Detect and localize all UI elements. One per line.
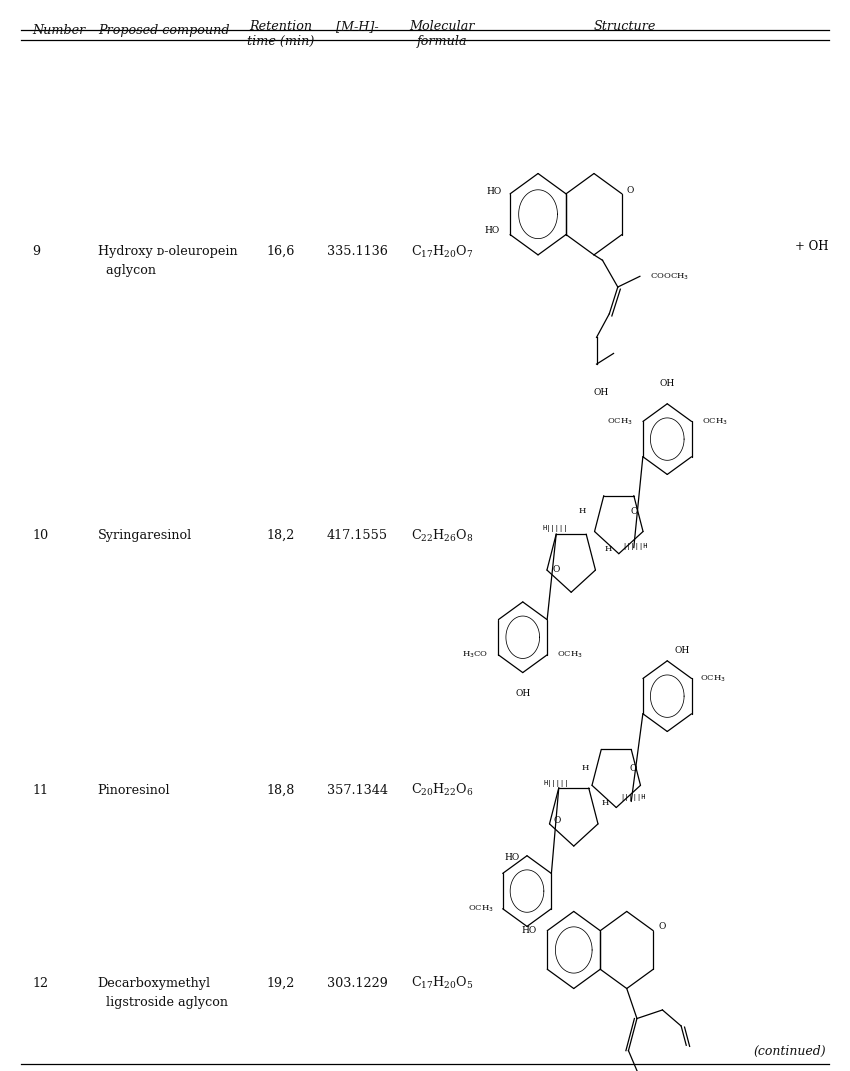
Text: |||||H: |||||H <box>622 543 648 549</box>
Text: O: O <box>631 508 638 516</box>
Text: OH: OH <box>593 388 609 396</box>
Text: H|||||: H||||| <box>542 525 568 531</box>
Text: H$_3$CO: H$_3$CO <box>462 650 488 660</box>
Text: Hydroxy ᴅ-oleuropein: Hydroxy ᴅ-oleuropein <box>98 245 237 258</box>
Text: O: O <box>629 765 637 773</box>
Text: OCH$_3$: OCH$_3$ <box>700 674 726 683</box>
Text: O: O <box>552 565 559 574</box>
Text: H: H <box>579 507 586 515</box>
Text: Structure: Structure <box>593 20 656 33</box>
Text: COOCH$_3$: COOCH$_3$ <box>650 271 689 282</box>
Text: aglycon: aglycon <box>98 265 156 277</box>
Text: 10: 10 <box>32 529 48 542</box>
Text: 16,6: 16,6 <box>266 245 295 258</box>
Text: HO: HO <box>484 226 500 235</box>
Text: OH: OH <box>515 689 530 697</box>
Text: 9: 9 <box>32 245 41 258</box>
Text: 303.1229: 303.1229 <box>326 977 388 990</box>
Text: H: H <box>602 799 609 808</box>
Text: Decarboxymethyl: Decarboxymethyl <box>98 977 211 990</box>
Text: [M-H]-: [M-H]- <box>336 20 378 33</box>
Text: 19,2: 19,2 <box>266 977 295 990</box>
Text: 18,8: 18,8 <box>266 784 295 797</box>
Text: OCH$_3$: OCH$_3$ <box>702 417 728 426</box>
Text: OCH$_3$: OCH$_3$ <box>607 417 632 426</box>
Text: OCH$_3$: OCH$_3$ <box>558 650 583 660</box>
Text: HO: HO <box>505 854 520 862</box>
Text: Syringaresinol: Syringaresinol <box>98 529 192 542</box>
Text: O: O <box>553 816 561 825</box>
Text: |||||H: |||||H <box>620 795 646 801</box>
Text: H: H <box>604 545 611 554</box>
Text: $\mathregular{C_{17}H_{20}O_{5}}$: $\mathregular{C_{17}H_{20}O_{5}}$ <box>411 975 473 992</box>
Text: 357.1344: 357.1344 <box>326 784 388 797</box>
Text: 12: 12 <box>32 977 48 990</box>
Text: OH: OH <box>660 379 675 388</box>
Text: 18,2: 18,2 <box>266 529 295 542</box>
Text: Pinoresinol: Pinoresinol <box>98 784 170 797</box>
Text: ligstroside aglycon: ligstroside aglycon <box>98 996 228 1009</box>
Text: + OH: + OH <box>795 240 828 253</box>
Text: Molecular
formula: Molecular formula <box>409 20 475 48</box>
Text: HO: HO <box>486 187 501 196</box>
Text: 11: 11 <box>32 784 48 797</box>
Text: $\mathregular{C_{22}H_{26}O_{8}}$: $\mathregular{C_{22}H_{26}O_{8}}$ <box>411 527 473 544</box>
Text: 335.1136: 335.1136 <box>326 245 388 258</box>
Text: H|||||: H||||| <box>544 781 570 787</box>
Text: (continued): (continued) <box>754 1045 826 1058</box>
Text: O: O <box>659 922 666 931</box>
Text: Proposed compound: Proposed compound <box>98 24 230 36</box>
Text: H: H <box>581 764 588 772</box>
Text: $\mathregular{C_{20}H_{22}O_{6}}$: $\mathregular{C_{20}H_{22}O_{6}}$ <box>411 782 473 799</box>
Text: OCH$_3$: OCH$_3$ <box>468 904 494 914</box>
Text: $\mathregular{C_{17}H_{20}O_{7}}$: $\mathregular{C_{17}H_{20}O_{7}}$ <box>411 243 473 260</box>
Text: O: O <box>626 186 633 195</box>
Text: HO: HO <box>522 926 537 935</box>
Text: Number: Number <box>32 24 86 36</box>
Text: 417.1555: 417.1555 <box>326 529 388 542</box>
Text: Retention
time (min): Retention time (min) <box>246 20 314 48</box>
Text: OH: OH <box>674 647 689 655</box>
